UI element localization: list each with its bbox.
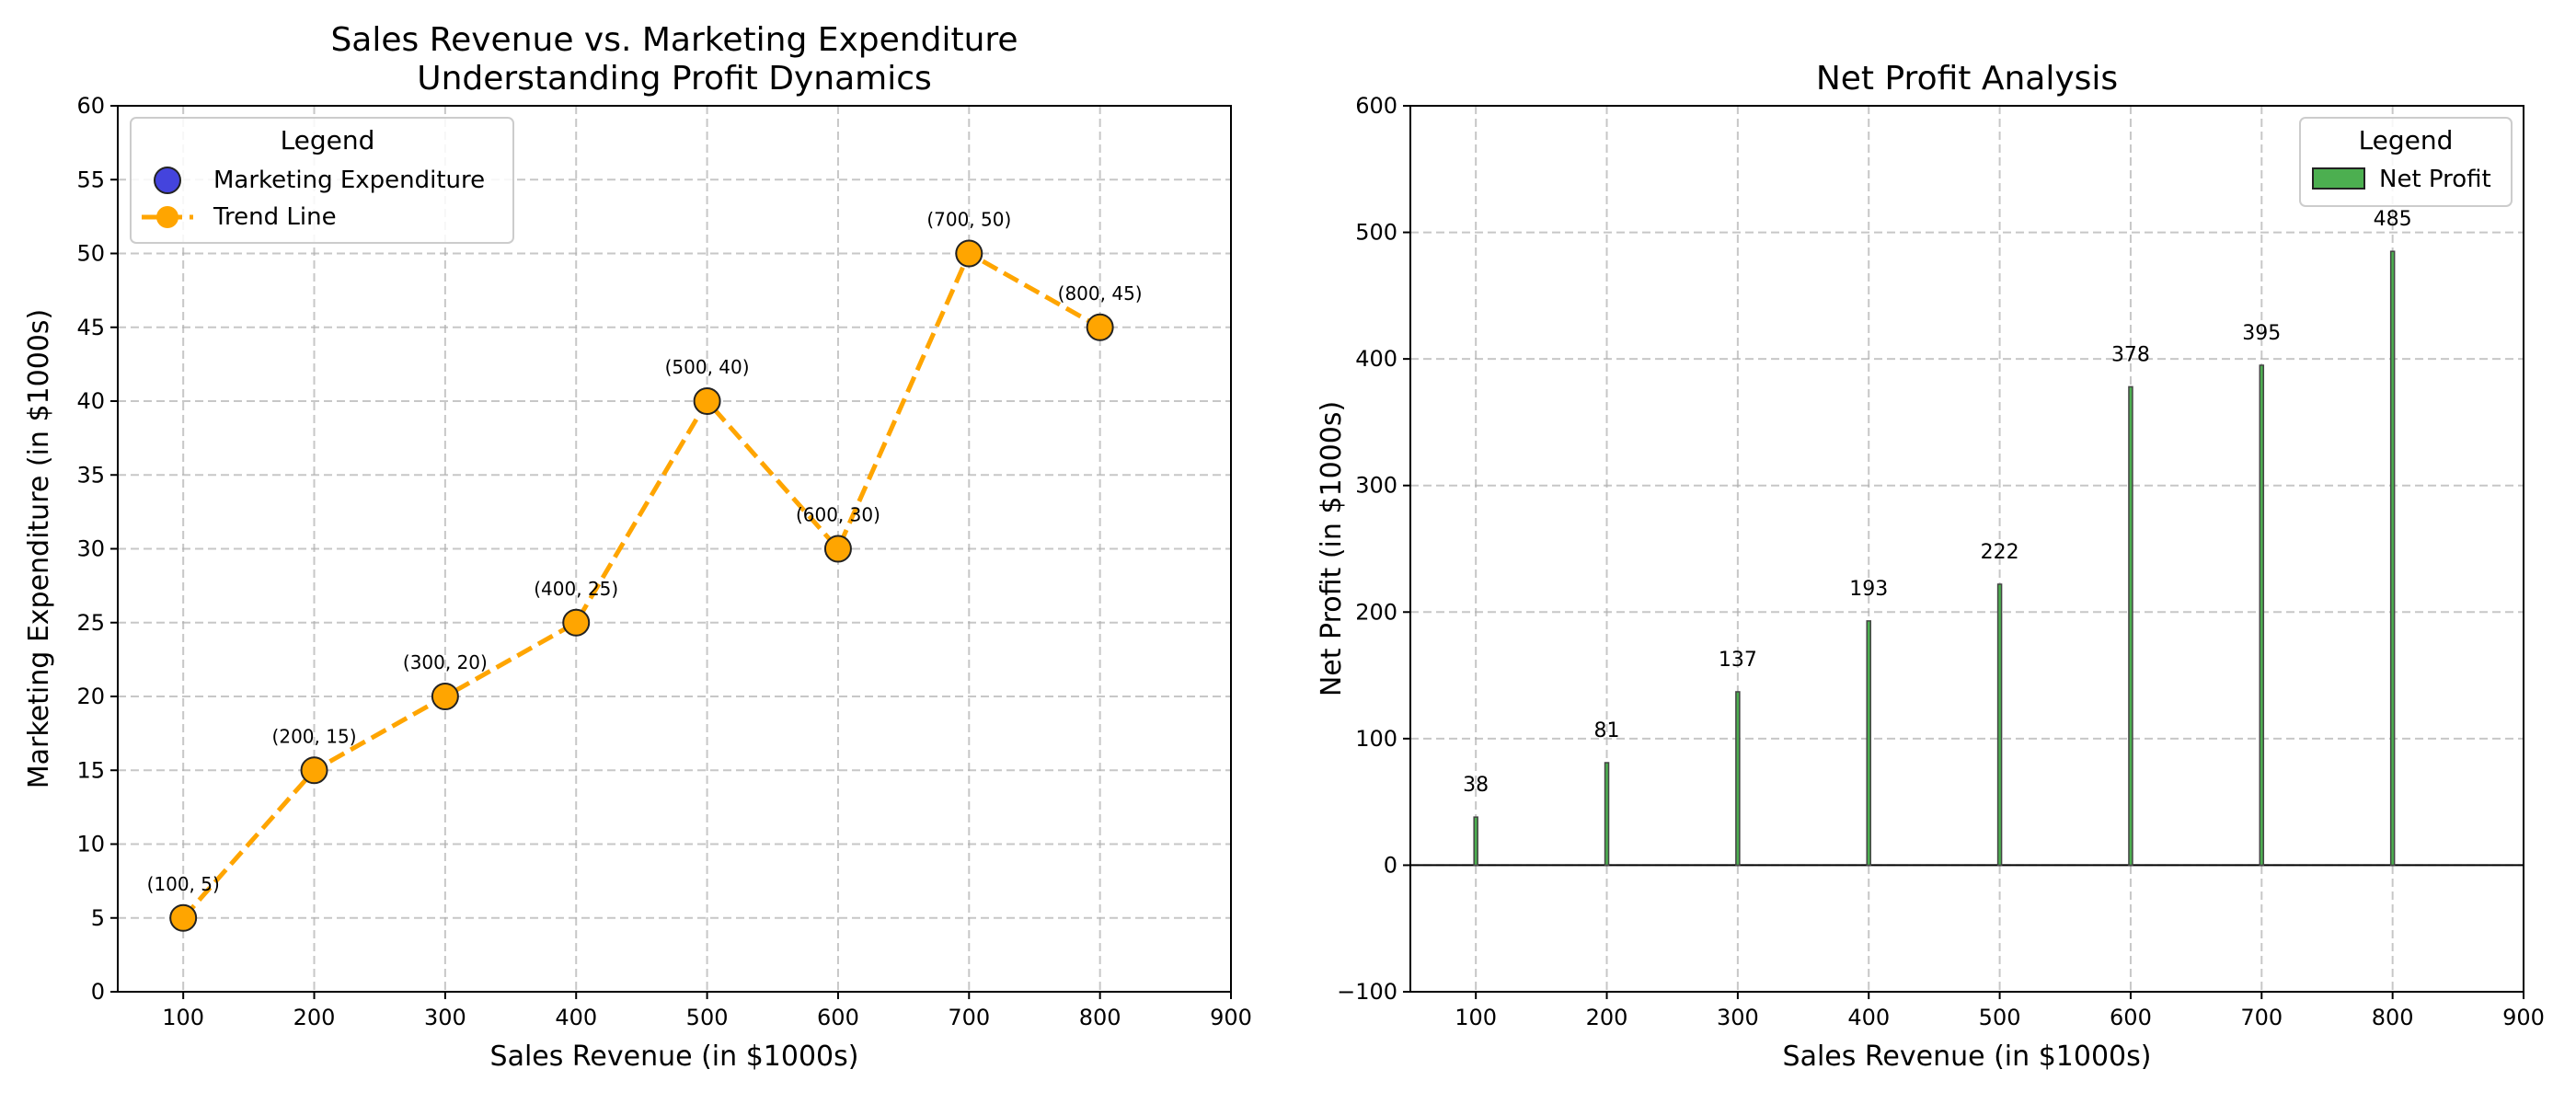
x-tick-label: 600 (2110, 1005, 2152, 1030)
data-label: 81 (1594, 719, 1620, 742)
y-tick-label: 300 (1355, 473, 1397, 499)
y-tick-label: 0 (1384, 852, 1397, 878)
legend-box (130, 117, 514, 244)
x-tick-label: 400 (555, 1005, 597, 1030)
data-point (1086, 313, 1114, 341)
y-axis-label: Marketing Expenditure (in $1000s) (23, 309, 55, 788)
plot-frame (1409, 105, 2524, 993)
legend-label: Net Profit (2379, 166, 2491, 193)
x-tick-label: 200 (293, 1005, 336, 1030)
y-tick-label: 50 (76, 241, 105, 267)
legend: Legend Marketing Expenditure Trend Line (130, 117, 514, 244)
point-annotation: (300, 20) (403, 651, 488, 673)
legend-title: Legend (281, 125, 375, 155)
bar (1735, 691, 1741, 867)
bar (1604, 762, 1610, 867)
bar (1866, 620, 1871, 867)
x-tick-label: 800 (2372, 1005, 2414, 1030)
x-tick-label: 100 (162, 1005, 204, 1030)
y-tick-label: 20 (76, 684, 105, 709)
data-label: 222 (1981, 541, 2019, 564)
chart-title: Sales Revenue vs. Marketing Expenditure U… (330, 21, 1018, 98)
chart-title: Net Profit Analysis (1816, 60, 2118, 98)
x-tick-label: 100 (1455, 1005, 1497, 1030)
x-tick-label: 400 (1847, 1005, 1890, 1030)
x-tick-label: 700 (2240, 1005, 2283, 1030)
x-axis-label: Sales Revenue (in $1000s) (490, 1041, 859, 1073)
x-tick-label: 900 (1210, 1005, 1252, 1030)
y-tick-label: 100 (1355, 726, 1397, 752)
legend-marker-trend (156, 206, 178, 228)
point-annotation: (400, 25) (534, 578, 618, 600)
data-point (955, 239, 983, 268)
x-tick-label: 800 (1079, 1005, 1121, 1030)
x-tick-label: 900 (2502, 1005, 2545, 1030)
y-axis-label: Net Profit (in $1000s) (1316, 401, 1348, 696)
point-annotation: (200, 15) (272, 725, 357, 747)
plot-frame (117, 105, 1232, 993)
point-annotation: (500, 40) (665, 356, 750, 378)
y-tick-label: 600 (1355, 93, 1397, 119)
bar (1996, 583, 2003, 867)
x-tick-label: 600 (817, 1005, 859, 1030)
legend-label: Marketing Expenditure (213, 167, 485, 194)
data-point (431, 683, 459, 710)
bar (1473, 816, 1478, 867)
y-tick-label: 30 (76, 536, 105, 562)
data-point (823, 535, 852, 563)
data-point (693, 387, 721, 415)
x-tick-label: 300 (424, 1005, 466, 1030)
bar (2389, 250, 2396, 867)
legend-marker-marketing (154, 167, 181, 194)
data-point (300, 756, 328, 785)
y-tick-label: 55 (76, 167, 105, 192)
y-tick-label: 35 (76, 462, 105, 488)
y-tick-label: −100 (1337, 979, 1397, 1005)
legend: Legend Net Profit (2299, 117, 2513, 207)
scatter-chart-marketing: 100 200 300 400 500 600 700 800 900 0 5 10 15 20 25 30 3… (23, 21, 1252, 1073)
bar (2128, 385, 2133, 867)
point-annotation: (600, 30) (796, 504, 880, 526)
y-tick-label: 5 (91, 905, 105, 931)
data-label: 38 (1463, 774, 1489, 797)
x-tick-label: 200 (1586, 1005, 1628, 1030)
legend-label: Trend Line (213, 203, 337, 231)
y-tick-label: 15 (76, 757, 105, 783)
y-tick-label: 60 (76, 93, 105, 119)
y-tick-label: 25 (76, 610, 105, 636)
bar (2259, 364, 2265, 867)
legend-swatch-net-profit (2312, 167, 2365, 190)
data-label: 193 (1849, 578, 1888, 601)
y-tick-label: 200 (1355, 599, 1397, 625)
data-point (562, 608, 591, 637)
y-tick-label: 400 (1355, 346, 1397, 372)
chart-title-line: Understanding Profit Dynamics (417, 60, 932, 98)
data-label: 137 (1719, 649, 1757, 672)
point-annotation: (800, 45) (1058, 282, 1143, 305)
data-label: 485 (2374, 208, 2412, 231)
x-axis-label: Sales Revenue (in $1000s) (1783, 1041, 2152, 1073)
y-tick-label: 45 (76, 315, 105, 340)
y-tick-label: 40 (76, 388, 105, 414)
legend-title: Legend (2359, 125, 2454, 155)
point-annotation: (100, 5) (147, 873, 220, 895)
y-tick-label: 0 (91, 979, 105, 1005)
y-tick-label: 500 (1355, 220, 1397, 246)
point-annotation: (700, 50) (926, 209, 1011, 231)
trend-line (181, 249, 1101, 920)
bar-chart-net-profit: 100 200 300 400 500 600 700 800 900 −100 0 100 200 30… (1316, 60, 2545, 1073)
chart-title-line: Sales Revenue vs. Marketing Expenditure (330, 21, 1018, 59)
chart-title-line: Net Profit Analysis (1816, 60, 2118, 98)
data-label: 395 (2242, 322, 2281, 345)
data-point (169, 903, 198, 932)
x-tick-label: 300 (1717, 1005, 1759, 1030)
y-tick-label: 10 (76, 832, 105, 857)
x-tick-label: 500 (1979, 1005, 2021, 1030)
x-tick-label: 500 (686, 1005, 729, 1030)
x-tick-label: 700 (948, 1005, 990, 1030)
data-label: 378 (2111, 343, 2150, 366)
